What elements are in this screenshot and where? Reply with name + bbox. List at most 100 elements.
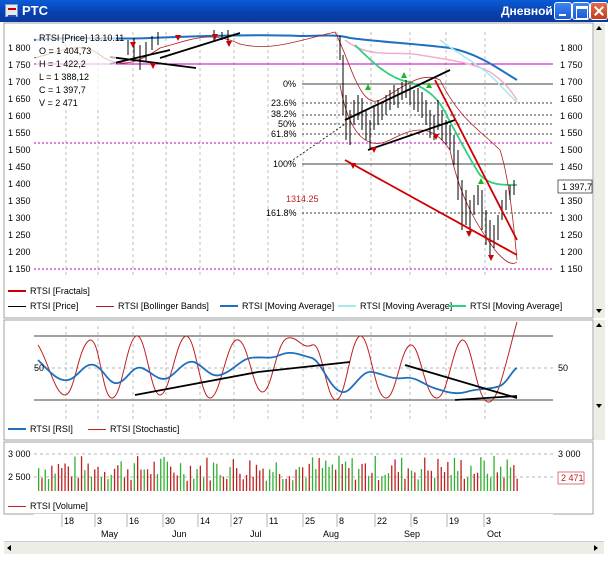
volume-bar	[229, 467, 231, 491]
minimize-button[interactable]	[554, 2, 572, 20]
rsi-swatch-icon	[8, 428, 26, 430]
fib-50-label: 50%	[278, 119, 296, 129]
volume-bar	[460, 460, 462, 491]
volume-2500-label: 2 500	[8, 472, 31, 482]
volume-bars	[38, 455, 518, 491]
time-axis-day-label: 22	[377, 516, 387, 526]
scroll-up-icon[interactable]	[596, 26, 602, 30]
info-line-5: C = 1 397,7	[39, 85, 86, 95]
legend-ma-light: RTSI [Moving Average]	[360, 301, 453, 311]
volume-bar	[302, 467, 304, 491]
volume-bar	[232, 459, 234, 491]
scroll-right-icon[interactable]	[594, 545, 598, 551]
volume-bar	[67, 466, 69, 491]
scroll-left-icon[interactable]	[7, 545, 11, 551]
volume-bar	[130, 479, 132, 491]
volume-bar	[377, 480, 380, 491]
volume-bar	[410, 470, 413, 491]
volume-bar	[153, 461, 155, 491]
time-axis-day-label: 14	[200, 516, 210, 526]
volume-bar	[259, 470, 261, 491]
volume-bar	[397, 472, 399, 491]
time-axis	[34, 514, 553, 540]
time-axis-month-label: May	[101, 529, 119, 539]
osc-right-50-label: 50	[558, 363, 568, 373]
price-axis-right-label: 1 150	[560, 264, 583, 274]
volume-bar	[176, 475, 178, 491]
volume-bar	[282, 479, 284, 491]
volume-bar	[420, 469, 423, 491]
time-axis-day-label: 3	[97, 516, 102, 526]
volume-bar	[278, 474, 281, 491]
volume-bar	[308, 463, 310, 491]
volume-bar	[64, 463, 66, 491]
price-axis-right-label: 1 350	[560, 196, 583, 206]
volume-bar	[480, 457, 482, 491]
volume-bar	[160, 458, 162, 491]
scroll-up-icon[interactable]	[596, 323, 602, 327]
volume-bar	[463, 478, 465, 491]
volume-bar	[236, 468, 238, 491]
legend-volume: RTSI [Volume]	[30, 501, 88, 511]
time-axis-day-label: 11	[269, 516, 278, 526]
scroll-down-icon[interactable]	[596, 404, 602, 408]
volume-right-3000-label: 3 000	[558, 449, 581, 459]
moving-average-light-line	[439, 39, 518, 103]
time-axis-months: May Jun Jul Aug Sep Oct	[101, 529, 502, 539]
horizontal-scrollbar[interactable]	[4, 541, 604, 554]
legend-stochastic: RTSI [Stochastic]	[110, 424, 180, 434]
volume-bar	[51, 465, 53, 491]
legend-ma-green: RTSI [Moving Average]	[470, 301, 563, 311]
time-axis-month-label: Sep	[404, 529, 420, 539]
price-swatch-icon	[8, 305, 26, 307]
volume-bar	[203, 477, 205, 491]
volume-bar	[453, 457, 456, 491]
volume-bar	[331, 464, 333, 491]
volume-bar	[44, 469, 46, 491]
volume-bar	[186, 480, 188, 491]
price-axis-left-label: 1 750	[8, 60, 31, 70]
current-volume-tag	[557, 471, 585, 485]
volume-bar	[516, 478, 518, 491]
legend-fractals: RTSI [Fractals]	[30, 286, 90, 296]
volume-bar	[476, 472, 479, 491]
volume-bar	[212, 462, 215, 491]
volume-bar	[156, 474, 159, 491]
volume-bar	[97, 466, 99, 491]
price-axis-left-label: 1 350	[8, 196, 31, 206]
ma-blue-swatch-icon	[220, 305, 238, 307]
volume-bar	[269, 469, 271, 491]
volume-bar	[351, 458, 353, 491]
volume-panel-frame	[3, 441, 594, 515]
price-axis-right-label: 1 300	[560, 213, 583, 223]
volume-bar	[391, 465, 393, 491]
title-bar[interactable]: PTC Дневной	[0, 0, 608, 22]
volume-bar	[113, 468, 116, 491]
volume-bar	[483, 460, 485, 491]
volume-bar	[84, 470, 86, 491]
volume-bar	[209, 480, 211, 491]
trend-lines	[109, 32, 456, 151]
volume-bar	[179, 463, 182, 491]
maximize-button[interactable]	[572, 2, 590, 20]
stochastic-swatch-icon	[88, 428, 106, 430]
volume-bar	[275, 462, 277, 491]
scroll-down-icon[interactable]	[596, 309, 602, 313]
price-axis-right-label: 1 650	[560, 94, 583, 104]
oscillator-panel-scrollbar[interactable]	[593, 320, 605, 440]
price-axis-right-label: 1 500	[560, 145, 583, 155]
fib-0-label: 0%	[283, 79, 296, 89]
time-axis-month-label: Jul	[250, 529, 262, 539]
price-axis-left-label: 1 200	[8, 247, 31, 257]
volume-bar	[341, 464, 343, 491]
volume-bar	[496, 472, 498, 491]
price-info-box: RTSI [Price] 13.10.11 O = 1 404,73 H = 1…	[36, 30, 124, 108]
volume-bar	[470, 465, 472, 491]
ma-green-swatch-icon	[448, 305, 466, 307]
volume-bar	[245, 475, 248, 491]
volume-bar	[486, 473, 489, 491]
volume-bar	[311, 457, 314, 491]
main-panel-scrollbar[interactable]	[593, 23, 605, 318]
volume-bar	[252, 476, 254, 491]
